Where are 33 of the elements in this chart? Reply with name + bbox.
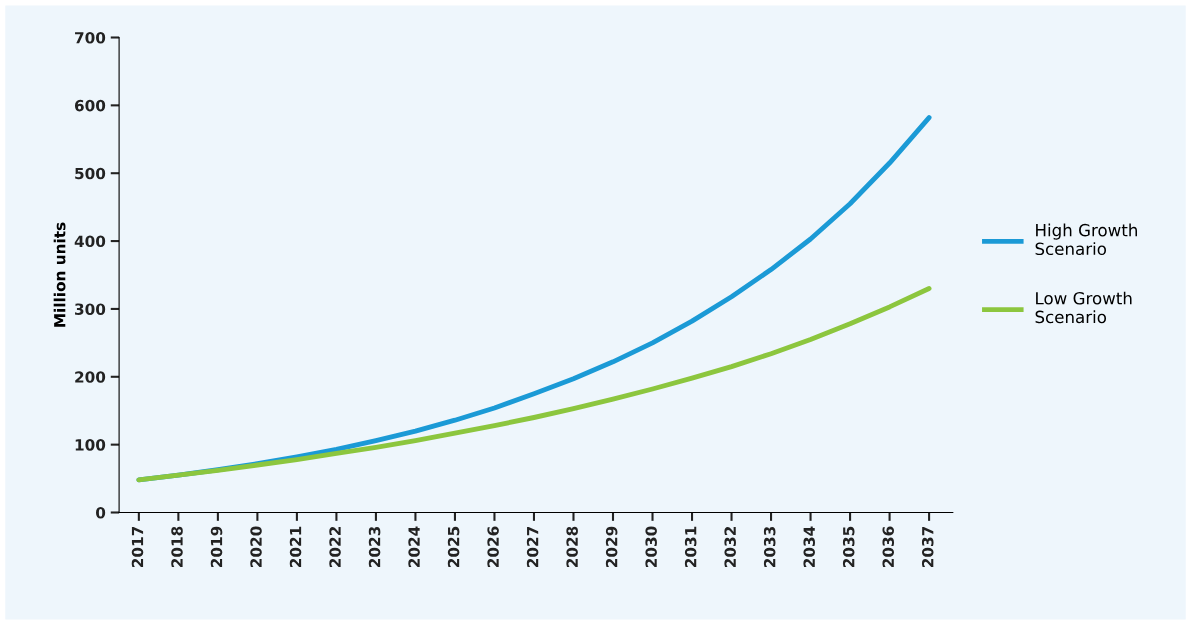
x-tick-label: 2026 <box>487 526 499 568</box>
legend-label: Low Growth Scenario <box>1035 291 1132 324</box>
x-tick-label: 2030 <box>645 526 657 568</box>
y-tick-label: 200 <box>75 371 106 383</box>
x-tick-label: 2036 <box>882 526 895 568</box>
y-tick-label: 400 <box>74 235 106 248</box>
y-tick-label: 100 <box>75 439 106 451</box>
x-tick-label: 2023 <box>368 526 381 568</box>
legend-label: High Growth Scenario <box>1035 223 1137 256</box>
line-series <box>136 286 932 483</box>
x-tick-label: 2028 <box>566 526 578 568</box>
x-tick-label: 2018 <box>171 526 183 568</box>
x-tick-label: 2034 <box>803 526 815 568</box>
y-tick-label: 0 <box>96 506 106 519</box>
x-tick-label: 2019 <box>210 526 223 568</box>
x-tick-label: 2033 <box>763 526 776 568</box>
x-tick-label: 2017 <box>131 526 144 568</box>
y-axis-title: Million units <box>53 222 66 327</box>
y-tick-label: 300 <box>75 303 106 315</box>
x-tick-label: 2037 <box>921 526 934 568</box>
x-tick-label: 2022 <box>329 527 341 568</box>
y-tick-label: 600 <box>74 99 106 112</box>
x-tick-label: 2021 <box>289 526 302 568</box>
y-tick-label: 500 <box>75 167 106 180</box>
x-tick-label: 2024 <box>408 526 420 568</box>
x-tick-label: 2031 <box>684 526 697 568</box>
x-tick-label: 2025 <box>447 526 460 568</box>
x-tick-label: 2020 <box>250 526 262 568</box>
x-tick-label: 2035 <box>842 526 855 568</box>
x-tick-label: 2032 <box>724 527 736 568</box>
x-tick-label: 2027 <box>526 526 539 568</box>
y-tick-label: 700 <box>75 31 106 44</box>
x-tick-label: 2029 <box>605 526 618 568</box>
